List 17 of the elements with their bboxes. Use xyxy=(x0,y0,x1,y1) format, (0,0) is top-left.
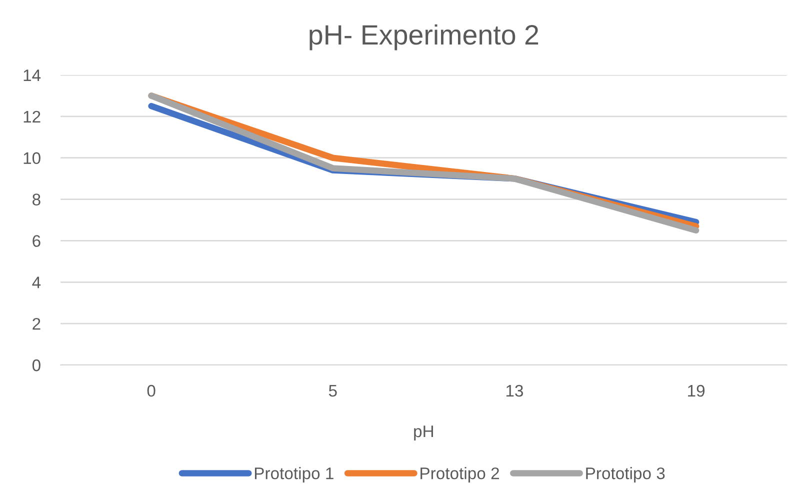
x-tick-label: 19 xyxy=(688,384,705,397)
y-tick-label: 12 xyxy=(24,110,40,122)
legend-label: Prototipo 3 xyxy=(586,467,665,483)
y-tick-label: 0 xyxy=(32,359,40,372)
legend-label: Prototipo 1 xyxy=(254,467,334,483)
y-tick-label: 2 xyxy=(32,318,40,330)
legend-label: Prototipo 2 xyxy=(420,467,499,483)
y-tick-label: 8 xyxy=(32,194,40,206)
y-tick-label: 6 xyxy=(32,235,40,247)
y-tick-label: 14 xyxy=(24,70,41,82)
x-tick-label: 5 xyxy=(328,385,337,397)
x-tick-label: 0 xyxy=(147,384,156,397)
y-tick-label: 10 xyxy=(24,152,40,164)
chart-title: pH- Experimento 2 xyxy=(310,24,538,50)
y-tick-label: 4 xyxy=(32,276,41,288)
x-axis-title: pH xyxy=(414,426,433,441)
x-tick-label: 13 xyxy=(506,384,523,397)
